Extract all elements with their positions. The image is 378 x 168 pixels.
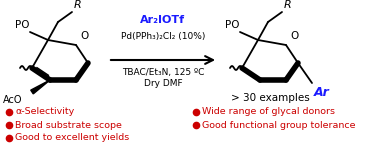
Text: R: R [284, 0, 292, 10]
Text: Ar: Ar [314, 86, 330, 99]
Text: R: R [74, 0, 82, 10]
Text: α-Selectivity: α-Selectivity [15, 108, 74, 116]
Text: Good to excellent yields: Good to excellent yields [15, 134, 129, 142]
Polygon shape [31, 80, 50, 94]
Text: AcO: AcO [3, 95, 22, 105]
Text: Dry DMF: Dry DMF [144, 79, 182, 89]
Text: TBAC/Et₃N, 125 ºC: TBAC/Et₃N, 125 ºC [122, 68, 204, 76]
Text: O: O [290, 31, 298, 41]
Text: Broad substrate scope: Broad substrate scope [15, 120, 122, 130]
Text: PO: PO [225, 20, 239, 30]
Text: PO: PO [15, 20, 29, 30]
Text: Ar₂IOTf: Ar₂IOTf [141, 15, 186, 25]
Text: Good functional group tolerance: Good functional group tolerance [202, 120, 355, 130]
Text: > 30 examples: > 30 examples [231, 93, 309, 103]
Text: Wide range of glycal donors: Wide range of glycal donors [202, 108, 335, 116]
Text: O: O [80, 31, 88, 41]
Text: Pd(PPh₃)₂Cl₂ (10%): Pd(PPh₃)₂Cl₂ (10%) [121, 32, 205, 40]
